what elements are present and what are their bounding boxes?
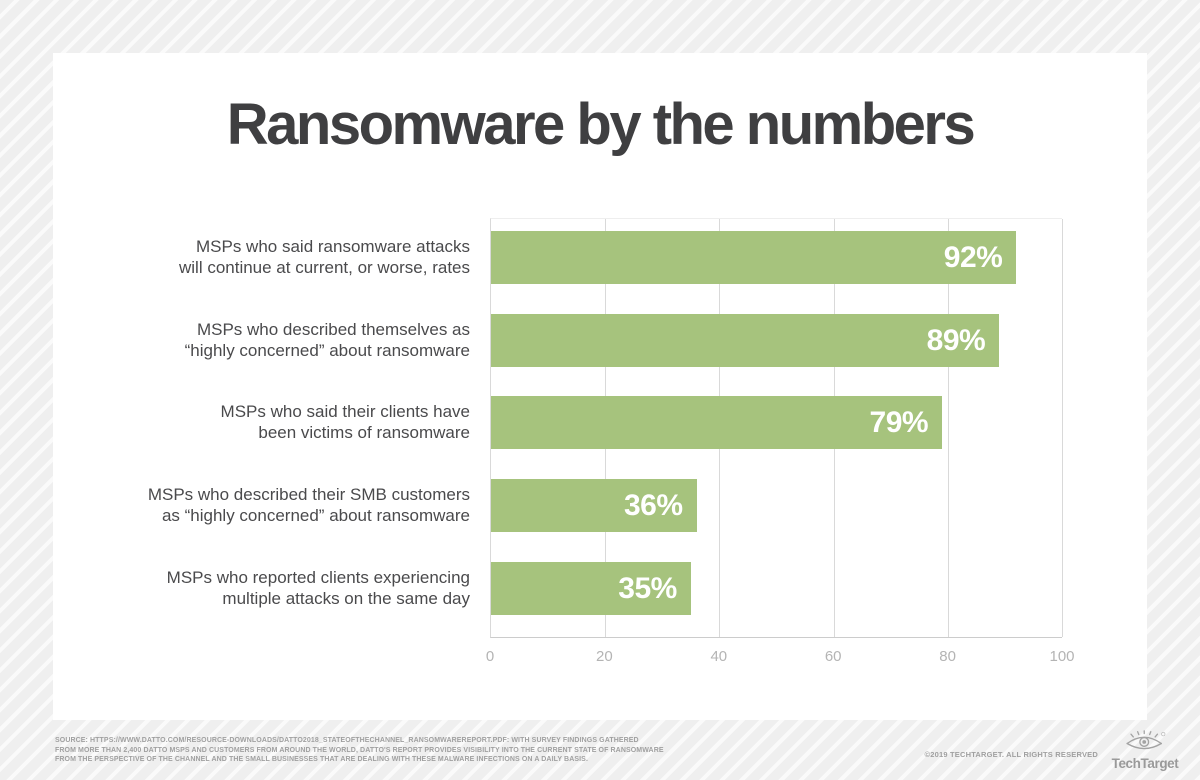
x-axis-tick-label: 0 <box>485 648 495 665</box>
category-label-line: MSPs who described themselves as <box>196 319 470 339</box>
category-label: MSPs who described themselves as “highly… <box>73 313 470 366</box>
bar-value-label: 89% <box>926 323 986 357</box>
category-label: MSPs who said ransomware attacks will co… <box>73 230 470 283</box>
bar-value-label: 79% <box>869 405 929 439</box>
category-label-line: will continue at current, or worse, rate… <box>178 257 470 277</box>
x-axis-tick-label: 40 <box>710 648 728 665</box>
bar-msps-highly-concerned: 89% <box>491 314 1000 367</box>
x-axis-tick-label: 60 <box>824 648 842 665</box>
x-axis: 0 20 40 60 80 100 <box>486 648 1075 668</box>
bar-value-label: 36% <box>624 488 683 522</box>
category-label: MSPs who said their clients have been vi… <box>73 395 470 448</box>
bar-msps-continue: 92% <box>491 231 1017 284</box>
source-text-line: FROM THE PERSPECTIVE OF THE CHANNEL AND … <box>55 756 588 763</box>
bar-value-label: 92% <box>943 240 1003 274</box>
category-label-line: MSPs who said their clients have <box>220 401 470 421</box>
x-axis-tick-label: 100 <box>1049 648 1075 665</box>
category-label-line: multiple attacks on the same day <box>222 588 470 608</box>
bar-chart-plot-area: 92% 89% 79% 36% 35% <box>490 218 1063 638</box>
bar-multiple-attacks: 35% <box>491 562 691 615</box>
x-axis-tick-label: 20 <box>596 648 613 665</box>
gridline <box>947 219 949 637</box>
category-label-line: “highly concerned” about ransomware <box>184 340 470 360</box>
category-label-line: MSPs who described their SMB customers <box>147 484 470 504</box>
category-label: MSPs who described their SMB customers a… <box>73 478 470 531</box>
infographic-card: Ransomware by the numbers MSPs who said … <box>53 53 1147 720</box>
bar-value-label: 35% <box>618 571 677 605</box>
category-labels: MSPs who said ransomware attacks will co… <box>73 218 480 638</box>
source-text-line: FROM MORE THAN 2,400 DATTO MSPS AND CUST… <box>55 746 664 754</box>
copyright-text: ©2019 TECHTARGET. ALL RIGHTS RESERVED <box>924 750 1098 759</box>
eye-icon <box>1124 730 1166 755</box>
logo-text: TechTarget <box>1111 756 1179 771</box>
category-label: MSPs who reported clients experiencing m… <box>73 561 470 614</box>
category-label-line: as “highly concerned” about ransomware <box>161 505 470 525</box>
source-text: SOURCE: HTTPS://WWW.DATTO.COM/RESOURCE-D… <box>55 736 664 765</box>
category-label-line: been victims of ransomware <box>258 422 470 442</box>
techtarget-logo: TechTarget <box>1104 730 1186 771</box>
category-label-line: MSPs who said ransomware attacks <box>196 236 470 256</box>
gridline <box>1062 219 1063 637</box>
chart-title: Ransomware by the numbers <box>226 92 976 157</box>
x-axis-tick-label: 80 <box>939 648 956 665</box>
bar-clients-victims: 79% <box>491 396 943 449</box>
source-text-line: SOURCE: HTTPS://WWW.DATTO.COM/RESOURCE-D… <box>55 737 639 744</box>
bar-smb-concerned: 36% <box>491 479 697 532</box>
category-label-line: MSPs who reported clients experiencing <box>166 567 470 587</box>
